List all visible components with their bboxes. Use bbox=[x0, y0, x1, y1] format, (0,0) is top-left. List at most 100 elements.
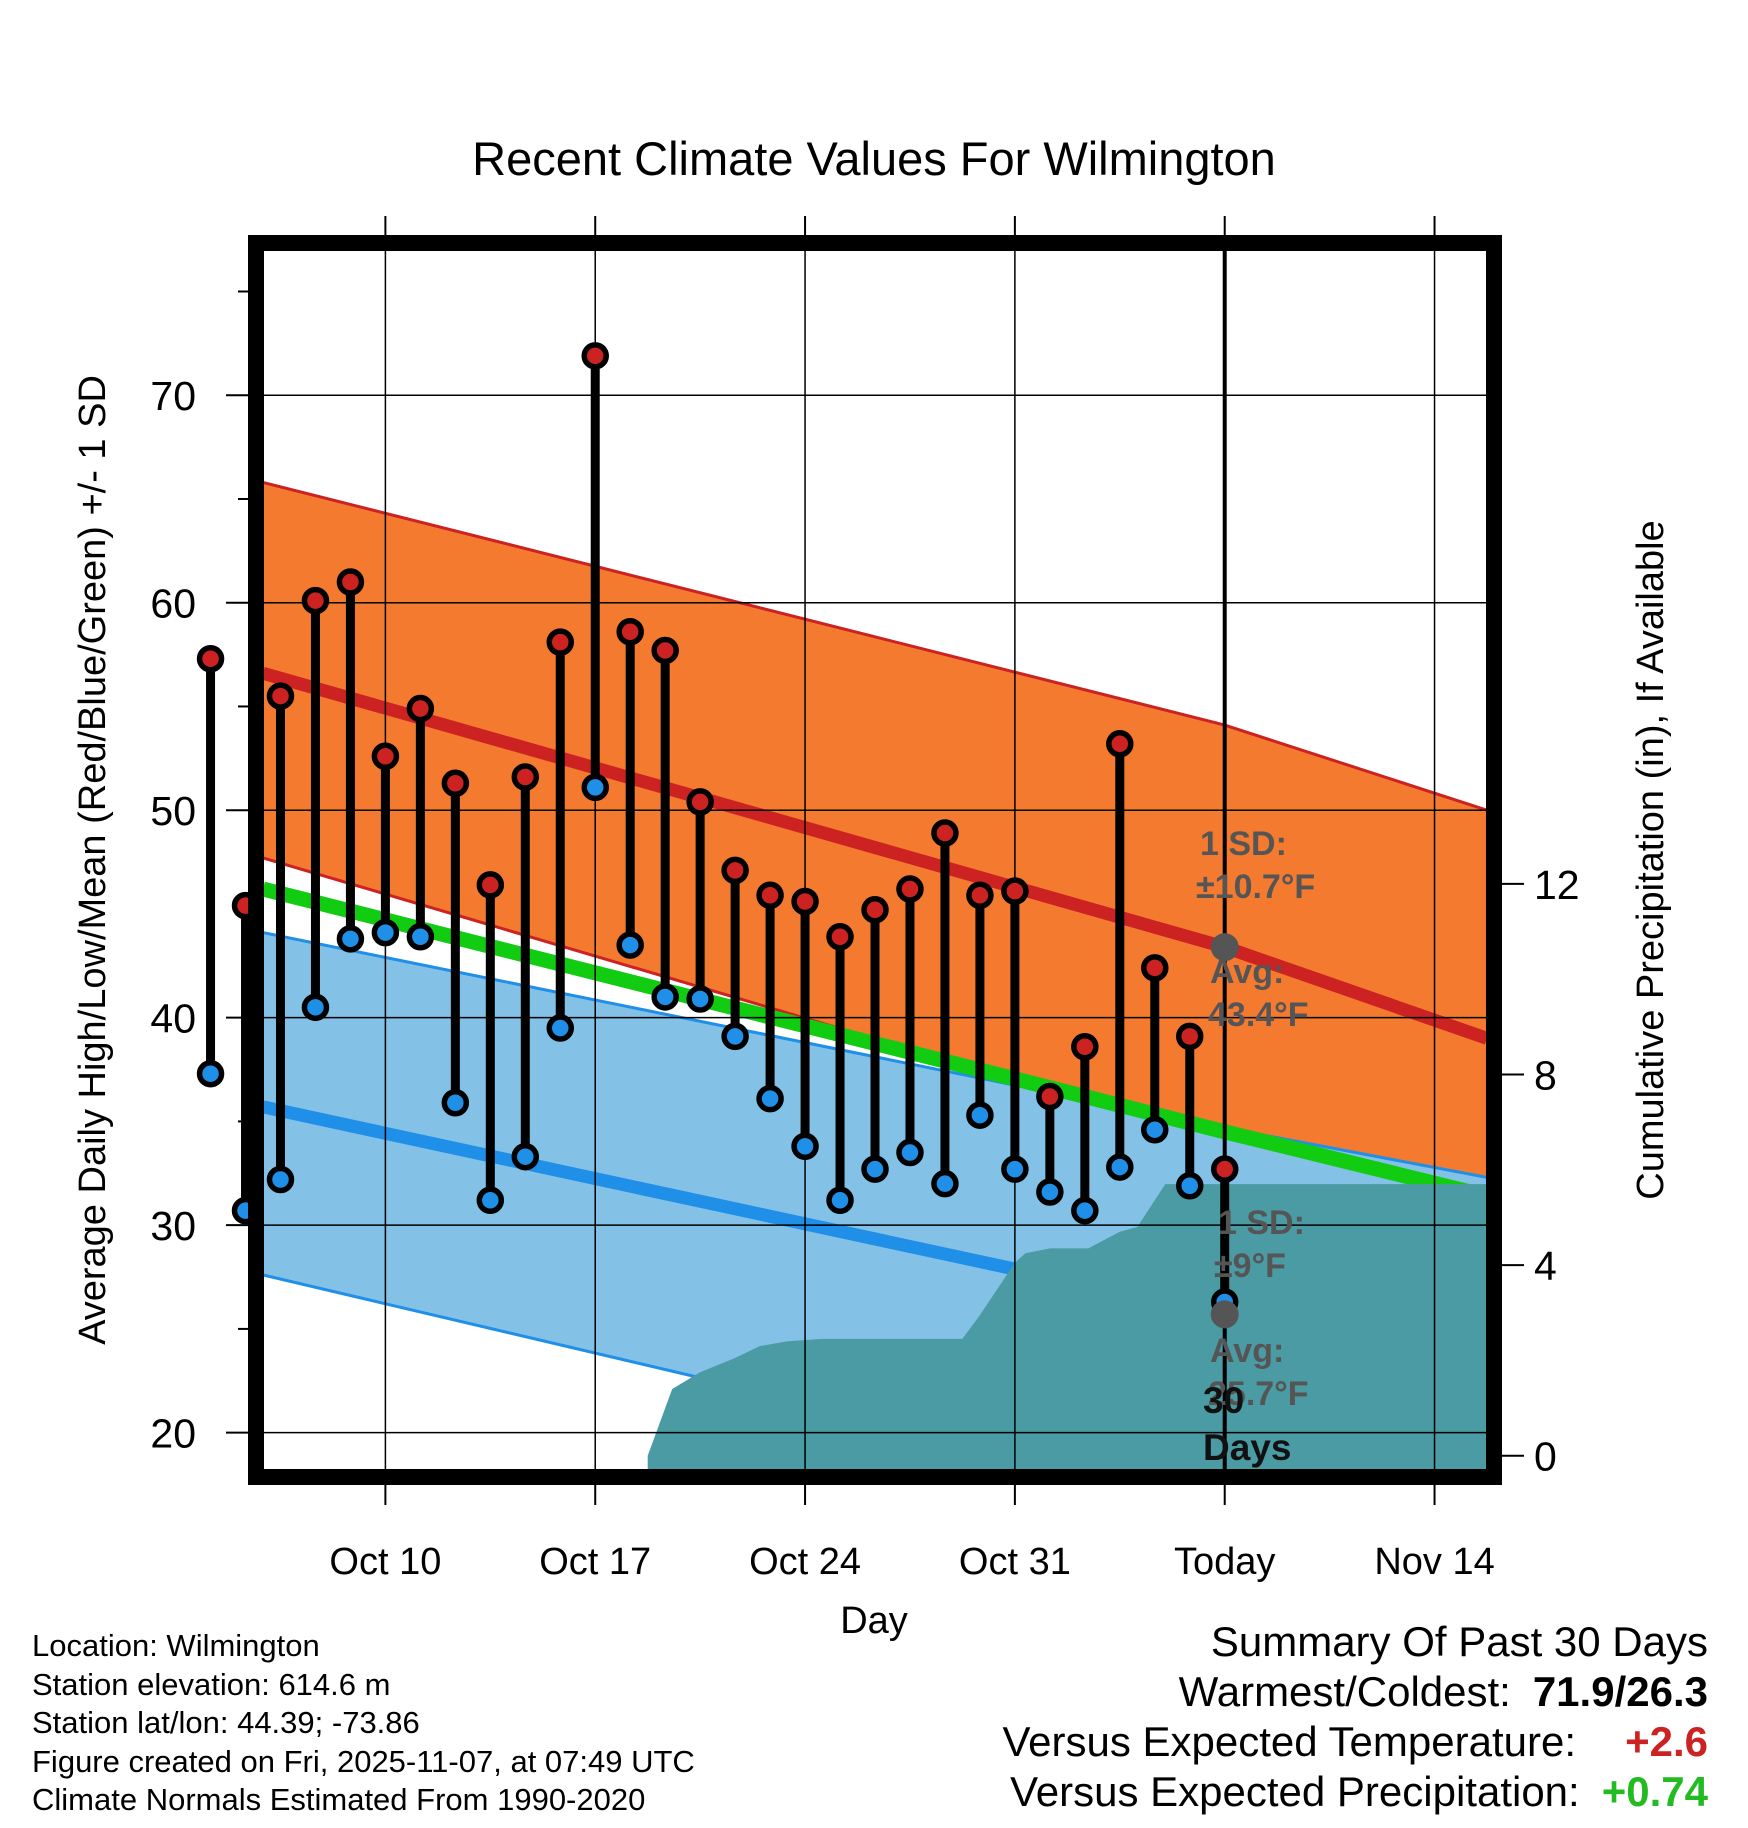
daily-low-point bbox=[1141, 1115, 1169, 1144]
temp-delta-value: +2.6 bbox=[1625, 1718, 1708, 1765]
daily-low-point bbox=[511, 1142, 540, 1171]
daily-high-point bbox=[1106, 730, 1134, 758]
elevation-text: Station elevation: 614.6 m bbox=[32, 1666, 391, 1702]
summary-panel: Summary Of Past 30 Days Warmest/Coldest:… bbox=[1002, 1617, 1708, 1817]
today-normal-low-marker bbox=[1210, 1300, 1239, 1329]
x-tick-label-0: Oct 10 bbox=[329, 1541, 441, 1583]
daily-low-point bbox=[1175, 1171, 1204, 1200]
location-text: Location: Wilmington bbox=[32, 1628, 320, 1663]
warm-cold-value: 71.9/26.3 bbox=[1532, 1668, 1708, 1715]
high-sd-value: ±10.7°F bbox=[1196, 868, 1315, 906]
daily-high-point bbox=[931, 819, 959, 847]
daily-high-point bbox=[1210, 1155, 1239, 1183]
low-sd-value: ±9°F bbox=[1214, 1247, 1286, 1285]
summary-title: Summary Of Past 30 Days bbox=[1210, 1618, 1708, 1665]
daily-high-point bbox=[1001, 877, 1029, 905]
daily-high-point bbox=[196, 644, 225, 673]
daily-low-point bbox=[826, 1186, 854, 1215]
temp-label: Versus Expected Temperature: bbox=[1002, 1718, 1576, 1765]
daily-high-point bbox=[441, 769, 470, 797]
daily-low-point bbox=[791, 1132, 819, 1161]
daily-high-point bbox=[371, 742, 400, 771]
daily-high-point bbox=[616, 618, 644, 646]
y-tick-label-20: 20 bbox=[150, 1411, 196, 1457]
daily-low-point bbox=[966, 1101, 994, 1129]
daily-low-point bbox=[476, 1186, 505, 1215]
y-tick-label-40: 40 bbox=[150, 996, 196, 1042]
daily-low-point bbox=[266, 1165, 295, 1194]
daily-high-point bbox=[336, 568, 365, 596]
daily-low-point bbox=[1106, 1153, 1134, 1181]
high-sd-label: 1 SD: bbox=[1200, 825, 1287, 863]
y2-tick-label-4: 4 bbox=[1534, 1243, 1557, 1289]
daily-high-point bbox=[546, 628, 575, 656]
daily-high-point bbox=[721, 856, 749, 885]
x-axis-title: Day bbox=[840, 1600, 908, 1642]
y-tick-label-30: 30 bbox=[150, 1203, 196, 1249]
plot-frame bbox=[248, 235, 1502, 1485]
daily-low-point bbox=[1071, 1196, 1099, 1225]
warm-cold-label: Warmest/Coldest: bbox=[1178, 1668, 1511, 1715]
y2-axis-title: Cumulative Precipitation (in), If Availa… bbox=[1630, 520, 1672, 1199]
daily-observations bbox=[196, 342, 1239, 1316]
daily-high-point bbox=[896, 875, 924, 903]
daily-low-point bbox=[651, 983, 679, 1011]
daily-high-point bbox=[651, 636, 679, 665]
y-tick-label-60: 60 bbox=[150, 581, 196, 627]
y-axis-title: Average Daily High/Low/Mean (Red/Blue/Gr… bbox=[72, 375, 114, 1345]
daily-high-point bbox=[406, 694, 435, 723]
daily-low-point bbox=[336, 925, 365, 953]
normals-text: Climate Normals Estimated From 1990-2020 bbox=[32, 1782, 646, 1817]
daily-low-point bbox=[896, 1138, 924, 1167]
station-info: Location: Wilmington Station elevation: … bbox=[32, 1627, 695, 1820]
daily-high-point bbox=[791, 887, 819, 916]
y-tick-label-50: 50 bbox=[150, 788, 196, 834]
daily-high-point bbox=[826, 923, 854, 951]
daily-low-point bbox=[371, 918, 400, 947]
x-tick-label-4: Today bbox=[1174, 1541, 1275, 1583]
y2-tick-label-8: 8 bbox=[1534, 1052, 1557, 1098]
daily-high-point bbox=[861, 896, 889, 924]
low-avg-label: Avg: bbox=[1210, 1332, 1284, 1370]
daily-low-point bbox=[686, 985, 714, 1013]
temp-row: Versus Expected Temperature: +2.6 bbox=[1002, 1717, 1708, 1767]
daily-low-point bbox=[546, 1014, 575, 1042]
latlon-text: Station lat/lon: 44.39; -73.86 bbox=[32, 1705, 420, 1740]
daily-high-point bbox=[756, 881, 784, 910]
axes: 20 30 40 50 60 70 0 4 8 12 Oct 10 Oct 17 Oct 24 Oct 3… bbox=[150, 216, 1580, 1583]
days-label-number: 30 bbox=[1203, 1380, 1244, 1421]
daily-high-point bbox=[266, 682, 295, 710]
daily-low-point bbox=[1036, 1178, 1064, 1206]
daily-low-point bbox=[196, 1059, 225, 1088]
daily-low-point bbox=[861, 1155, 889, 1183]
daily-high-point bbox=[511, 763, 540, 791]
daily-high-point bbox=[966, 881, 994, 910]
x-tick-label-2: Oct 24 bbox=[749, 1541, 861, 1583]
daily-low-point bbox=[406, 923, 435, 951]
today-normal-high-marker bbox=[1210, 933, 1239, 962]
days-label-word: Days bbox=[1203, 1427, 1291, 1468]
y-tick-label-70: 70 bbox=[150, 373, 196, 419]
created-text: Figure created on Fri, 2025-11-07, at 07… bbox=[32, 1743, 695, 1779]
daily-low-point bbox=[721, 1022, 749, 1051]
daily-high-point bbox=[1036, 1082, 1064, 1111]
warm-cold-row: Warmest/Coldest: 71.9/26.3 bbox=[1002, 1667, 1708, 1717]
daily-low-point bbox=[441, 1089, 470, 1117]
daily-high-point bbox=[1141, 954, 1169, 982]
daily-high-point bbox=[1071, 1032, 1099, 1061]
high-avg-label: Avg: bbox=[1210, 953, 1284, 991]
daily-low-point bbox=[616, 931, 644, 959]
daily-high-point bbox=[581, 342, 609, 370]
precip-row: Versus Expected Precipitation: +0.74 bbox=[1002, 1767, 1708, 1817]
low-sd-label: 1 SD: bbox=[1218, 1204, 1305, 1242]
daily-low-point bbox=[931, 1169, 959, 1198]
low-avg-value: 25.7°F bbox=[1208, 1375, 1309, 1413]
daily-high-point bbox=[1175, 1022, 1204, 1051]
precip-delta-value: +0.74 bbox=[1601, 1768, 1708, 1815]
low-sd-lower-edge bbox=[263, 1273, 1099, 1470]
daily-high-point bbox=[301, 586, 330, 615]
precip-label: Versus Expected Precipitation: bbox=[1010, 1768, 1580, 1815]
y2-tick-label-0: 0 bbox=[1534, 1434, 1557, 1480]
high-avg-value: 43.4°F bbox=[1208, 996, 1309, 1034]
